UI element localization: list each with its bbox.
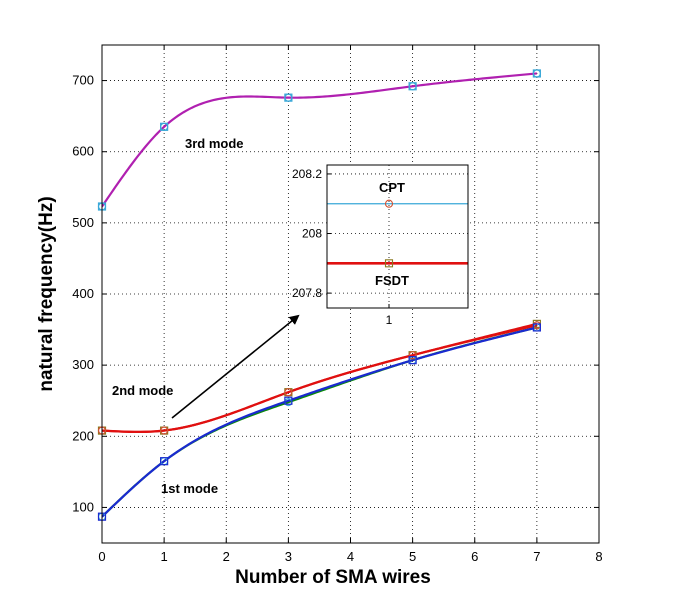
data-point-square: [284, 396, 293, 405]
x-tick-label: 0: [98, 549, 105, 564]
inset-x-tick-label: 1: [386, 313, 393, 327]
data-point-circle: [408, 351, 417, 360]
inset-y-tick-label: 208: [302, 227, 322, 241]
inset-background: [327, 165, 468, 308]
x-tick-label: 4: [347, 549, 354, 564]
inset-frame: [326, 164, 469, 309]
y-tick-label: 500: [72, 215, 94, 230]
series-line-1st-mode-fsdt: [102, 326, 538, 518]
data-point-circle: [284, 388, 293, 397]
x-tick-label: 8: [595, 549, 602, 564]
data-point-circle: [160, 122, 169, 131]
y-tick-label: 100: [72, 499, 94, 514]
data-point-circle: [284, 93, 293, 102]
data-point-circle: [532, 69, 541, 78]
data-point-square: [532, 323, 541, 332]
inset-y-tick-label: 208.2: [292, 167, 322, 181]
inset-point-cpt: [384, 199, 394, 208]
data-point-square: [408, 356, 417, 365]
x-tick-label: 2: [223, 549, 230, 564]
data-point-circle: [160, 426, 169, 435]
series-line-2nd-mode-cpt: [102, 324, 538, 433]
inset-zoom-plot: 1 207.8 208 208.2 CPT FSDT: [292, 164, 469, 327]
y-axis-title: natural frequency(Hz): [36, 196, 57, 391]
data-point-square: [160, 457, 169, 466]
inset-grid: 1 207.8 208 208.2: [292, 165, 468, 327]
ticks: 0 1 2 3 4 5 6 7 8 100 200 300 400 500 600 700: [72, 45, 603, 564]
x-axis-title: Number of SMA wires: [235, 567, 431, 588]
annotation-2nd-mode: 2nd mode: [112, 383, 173, 398]
inset-y-tick-label: 207.8: [292, 286, 322, 300]
y-tick-label: 300: [72, 357, 94, 372]
y-tick-label: 600: [72, 144, 94, 159]
inset-label-cpt: CPT: [379, 180, 405, 195]
data-point-circle: [408, 82, 417, 91]
series-layer: [102, 72, 538, 518]
x-tick-label: 7: [533, 549, 540, 564]
x-tick-label: 1: [161, 549, 168, 564]
y-tick-label: 700: [72, 73, 94, 88]
inset-pointer-arrow: [171, 314, 300, 419]
x-tick-label: 6: [471, 549, 478, 564]
inset-label-fsdt: FSDT: [375, 273, 409, 288]
inset-series: [327, 199, 468, 268]
annotation-3rd-mode: 3rd mode: [185, 136, 244, 151]
y-tick-label: 400: [72, 286, 94, 301]
series-line-3rd-mode: [102, 72, 537, 208]
x-tick-label: 5: [409, 549, 416, 564]
x-tick-label: 3: [285, 549, 292, 564]
y-tick-label: 200: [72, 428, 94, 443]
annotation-1st-mode: 1st mode: [161, 481, 218, 496]
inset-point-fsdt: [384, 259, 394, 268]
